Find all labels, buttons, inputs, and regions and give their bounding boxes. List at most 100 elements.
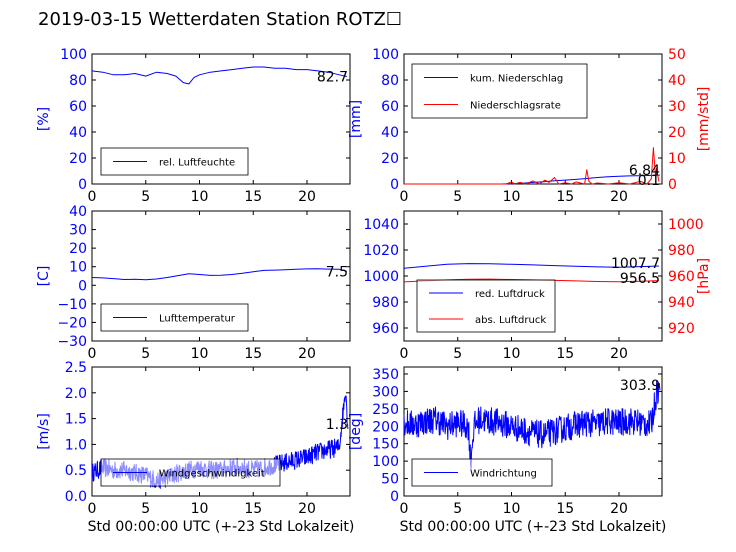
- pressure-legend-label: red. Luftdruck: [475, 289, 545, 300]
- pressure-xtick-label: 10: [503, 346, 521, 362]
- temperature-xtick-label: 15: [244, 346, 262, 362]
- wind_speed-ytick-label: 1.0: [65, 437, 87, 453]
- humidity-ytick-label: 80: [69, 73, 87, 89]
- temperature-ytick-label: 30: [69, 223, 87, 239]
- wind_dir-xtick-label: 5: [453, 501, 462, 517]
- pressure-y2tick-label: 1000: [668, 217, 704, 233]
- humidity-ytick-label: 100: [60, 47, 87, 63]
- precip-last-value-1: 0.1: [638, 173, 660, 189]
- pressure-xtick-label: 20: [610, 346, 628, 362]
- temperature-xtick-label: 10: [191, 346, 209, 362]
- wind_dir-ytick-label: 50: [381, 472, 399, 488]
- precip-y2tick-label: 0: [668, 177, 677, 193]
- figure-title: 2019-03-15 Wetterdaten Station ROTZ☐: [38, 9, 402, 30]
- wind_dir-ylabel: [deg]: [348, 413, 364, 450]
- temperature-ytick-label: 20: [69, 241, 87, 257]
- pressure-xtick-label: 0: [400, 346, 409, 362]
- humidity-xtick-label: 15: [244, 189, 262, 205]
- wind_speed-xtick-label: 15: [244, 501, 262, 517]
- temperature-last-value-0: 7.5: [326, 264, 348, 280]
- precip-y2tick-label: 50: [668, 47, 686, 63]
- precip-y2label: [mm/std]: [696, 87, 712, 152]
- precip-xtick-label: 15: [556, 189, 574, 205]
- precip-ylabel: [mm]: [348, 100, 364, 138]
- precip-y2tick-label: 20: [668, 125, 686, 141]
- precip-ytick-label: 20: [381, 151, 399, 167]
- humidity-xtick-label: 0: [88, 189, 97, 205]
- wind_speed-xtick-label: 0: [88, 501, 97, 517]
- temperature-xtick-label: 0: [88, 346, 97, 362]
- humidity-ytick-label: 60: [69, 99, 87, 115]
- wind_speed-ytick-label: 0.0: [65, 489, 87, 505]
- precip-ytick-label: 0: [390, 177, 399, 193]
- precip-ytick-label: 60: [381, 99, 399, 115]
- pressure-y2label: [hPa]: [696, 258, 712, 294]
- pressure-y2tick-label: 940: [668, 295, 695, 311]
- precip-last-value-0: 6.84: [629, 163, 660, 179]
- wind_dir-ytick-label: 100: [372, 454, 399, 470]
- wind_dir-ytick-label: 250: [372, 402, 399, 418]
- pressure-series-0-line: [403, 263, 659, 269]
- wind_speed-xtick-label: 5: [141, 501, 150, 517]
- precip-legend-label: kum. Niederschlag: [470, 74, 563, 85]
- pressure-xtick-label: 5: [453, 346, 462, 362]
- temperature-ytick-label: 40: [69, 204, 87, 220]
- pressure-xtick-label: 15: [556, 346, 574, 362]
- wind_speed-xtick-label: 20: [298, 501, 316, 517]
- precip-xtick-label: 20: [610, 189, 628, 205]
- wind_speed-ytick-label: 1.5: [65, 412, 87, 428]
- temperature-ytick-label: −10: [57, 297, 87, 313]
- pressure-ytick-label: 980: [372, 295, 399, 311]
- pressure-ytick-label: 1000: [363, 269, 399, 285]
- humidity-legend-label: rel. Luftfeuchte: [159, 158, 235, 169]
- wind_dir-last-value-0: 303.9: [620, 378, 660, 394]
- pressure-legend-box: [416, 279, 556, 333]
- pressure-last-value-0: 1007.7: [611, 256, 660, 272]
- precip-series-1-line: [404, 147, 660, 185]
- pressure-legend-label: abs. Luftdruck: [475, 315, 546, 326]
- humidity-ylabel: [%]: [36, 107, 52, 131]
- wind_speed-ytick-label: 2.0: [65, 386, 87, 402]
- pressure-y2tick-label: 980: [668, 243, 695, 259]
- humidity-xtick-label: 10: [191, 189, 209, 205]
- wind_dir-ytick-label: 350: [372, 367, 399, 383]
- humidity-last-value-0: 82.7: [317, 69, 348, 85]
- wind_dir-ytick-label: 300: [372, 384, 399, 400]
- wind_speed-xtick-label: 10: [191, 501, 209, 517]
- humidity-ytick-label: 20: [69, 151, 87, 167]
- temperature-legend-label: Lufttemperatur: [159, 314, 236, 325]
- wind_speed-ylabel: [m/s]: [36, 413, 52, 450]
- humidity-ytick-label: 40: [69, 125, 87, 141]
- temperature-ytick-label: 10: [69, 260, 87, 276]
- temperature-ytick-label: −20: [57, 315, 87, 331]
- wind_dir-ytick-label: 150: [372, 437, 399, 453]
- precip-xtick-label: 10: [503, 189, 521, 205]
- precip-y2tick-label: 10: [668, 151, 686, 167]
- precip-ytick-label: 80: [381, 73, 399, 89]
- precip-series-0-line: [404, 174, 660, 185]
- temperature-xtick-label: 20: [298, 346, 316, 362]
- wind_speed-legend-label: Windgeschwindigkeit: [159, 469, 265, 480]
- pressure-ytick-label: 1040: [363, 217, 399, 233]
- wind_dir-ytick-label: 0: [390, 489, 399, 505]
- wind_dir-xtick-label: 0: [400, 501, 409, 517]
- temperature-ytick-label: 0: [78, 278, 87, 294]
- wind_dir-xtick-label: 10: [503, 501, 521, 517]
- temperature-series-0-line: [91, 268, 347, 281]
- wind_dir-xlabel: Std 00:00:00 UTC (+-23 Std Lokalzeit): [400, 519, 667, 535]
- humidity-xtick-label: 20: [298, 189, 316, 205]
- pressure-ytick-label: 960: [372, 321, 399, 337]
- wind_dir-series-0-line: [403, 380, 661, 470]
- precip-y2tick-label: 30: [668, 99, 686, 115]
- humidity-xtick-label: 5: [141, 189, 150, 205]
- precip-legend-box: [411, 63, 588, 119]
- wind_dir-xtick-label: 15: [556, 501, 574, 517]
- wind_speed-xlabel: Std 00:00:00 UTC (+-23 Std Lokalzeit): [88, 519, 355, 535]
- temperature-xtick-label: 5: [141, 346, 150, 362]
- temperature-ylabel: [C]: [36, 266, 52, 287]
- pressure-ytick-label: 1020: [363, 243, 399, 259]
- precip-xtick-label: 5: [453, 189, 462, 205]
- pressure-y2tick-label: 960: [668, 269, 695, 285]
- temperature-ytick-label: −30: [57, 334, 87, 350]
